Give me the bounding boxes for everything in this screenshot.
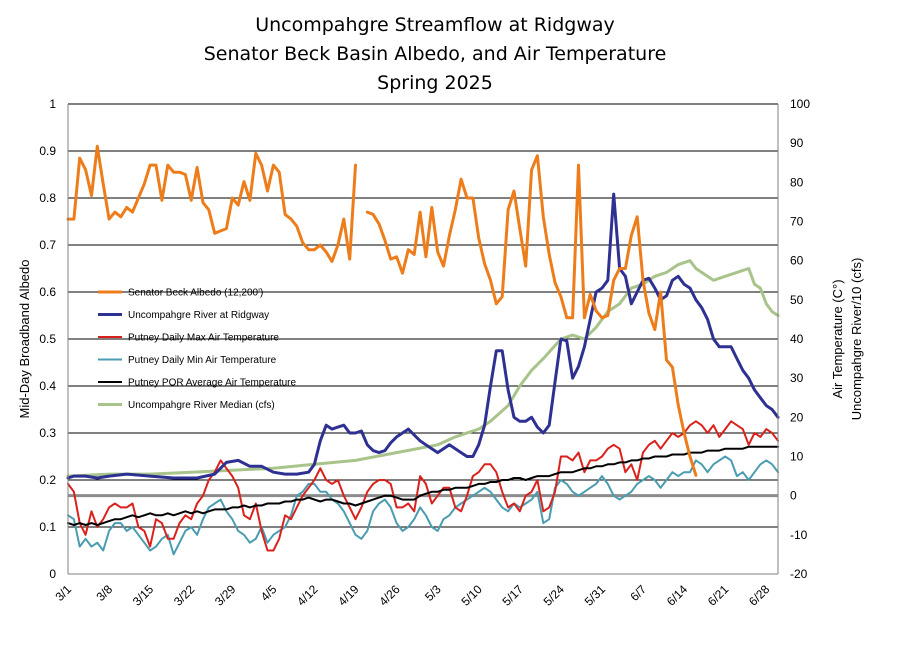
legend-label-4: Putney POR Average Air Temperature xyxy=(128,378,296,389)
series-line-4 xyxy=(67,445,779,526)
legend: Senator Beck Albedo (12,200') Uncompahgre… xyxy=(98,288,296,411)
axes xyxy=(67,104,779,575)
chart-title-line-2: Senator Beck Basin Albedo, and Air Tempe… xyxy=(204,43,667,65)
y-left-tick-label: 0.3 xyxy=(39,426,56,440)
y-left-tick-label: 0.5 xyxy=(39,332,56,346)
y-right-tick-label: -20 xyxy=(790,567,808,581)
y-left-tick-label: 1 xyxy=(49,97,56,111)
y-axis-left-label: Mid-Day Broadband Albedo xyxy=(17,260,32,419)
y-left-tick-label: 0.4 xyxy=(39,379,56,393)
y-right-tick-label: 80 xyxy=(790,175,804,189)
y-right-tick-label: 10 xyxy=(790,450,804,464)
series-line-3 xyxy=(67,455,779,556)
y-left-tick-label: 0.9 xyxy=(39,144,56,158)
legend-label-5: Uncompahgre River Median (cfs) xyxy=(128,400,275,411)
series-line-2 xyxy=(67,420,779,552)
series-line-1 xyxy=(66,192,780,480)
left-axis-ticks: 0 0.1 0.2 0.3 0.4 0.5 0.6 0.7 0.8 0.9 1 xyxy=(39,97,56,581)
y-left-tick-label: 0.7 xyxy=(39,238,56,252)
right-axis-ticks: -20 -10 0 10 20 30 40 50 60 70 80 90 100 xyxy=(790,97,810,581)
chart-title-line-3: Spring 2025 xyxy=(377,72,493,94)
y-right-tick-label: 20 xyxy=(790,410,804,424)
legend-label-0: Senator Beck Albedo (12,200') xyxy=(128,288,263,299)
legend-label-1: Uncompahgre River at Ridgway xyxy=(128,310,269,321)
y-right-tick-label: 50 xyxy=(790,293,804,307)
gridlines xyxy=(68,103,778,528)
series-line-5 xyxy=(66,259,780,478)
y-right-tick-label: 90 xyxy=(790,136,804,150)
legend-label-3: Putney Daily Min Air Temperature xyxy=(128,355,277,366)
y-right-tick-label: 40 xyxy=(790,332,804,346)
y-axis-right-label-line-2: Uncompahgre River/10 (cfs) xyxy=(849,258,864,421)
y-axis-right-label-line-1: Air Temperature (C°) xyxy=(830,279,845,398)
y-right-tick-label: 60 xyxy=(790,254,804,268)
y-right-tick-label: 70 xyxy=(790,215,804,229)
y-right-tick-label: 100 xyxy=(790,97,810,111)
series-lines xyxy=(66,144,780,556)
y-right-tick-label: 30 xyxy=(790,371,804,385)
chart-title-line-1: Uncompahgre Streamflow at Ridgway xyxy=(255,14,615,36)
y-left-tick-label: 0.2 xyxy=(39,473,56,487)
y-left-tick-label: 0.6 xyxy=(39,285,56,299)
y-right-tick-label: -10 xyxy=(790,528,808,542)
legend-label-2: Putney Daily Max Air Temperature xyxy=(128,333,279,344)
series-line-0 xyxy=(66,144,698,477)
y-right-tick-label: 0 xyxy=(790,489,797,503)
y-left-tick-label: 0 xyxy=(49,567,56,581)
y-left-tick-label: 0.1 xyxy=(39,520,56,534)
y-left-tick-label: 0.8 xyxy=(39,191,56,205)
